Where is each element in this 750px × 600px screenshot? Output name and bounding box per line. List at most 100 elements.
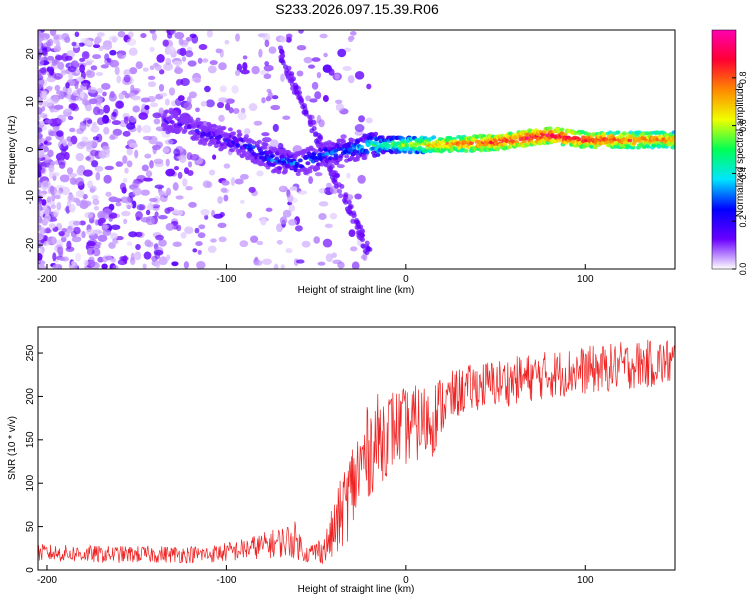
heatmap-cell bbox=[140, 217, 151, 223]
heatmap-cell bbox=[292, 82, 298, 88]
heatmap-cell bbox=[615, 130, 621, 135]
colorbar-axis: 0.0 0.2 0.4 0.6 0.8 bbox=[711, 29, 748, 275]
heatmap-cell bbox=[185, 50, 194, 58]
heatmap-cell bbox=[102, 254, 113, 262]
heatmap-cell bbox=[231, 85, 239, 94]
heatmap-cell bbox=[51, 58, 58, 66]
heatmap-cell bbox=[82, 169, 93, 177]
heatmap-cell bbox=[180, 77, 190, 87]
heatmap-cell bbox=[112, 264, 119, 269]
heatmap-cell bbox=[315, 166, 321, 171]
y-tick-label: 0 bbox=[25, 146, 36, 152]
colorbar-gradient bbox=[712, 30, 736, 269]
heatmap-cell bbox=[110, 224, 121, 230]
heatmap-cell bbox=[114, 66, 120, 75]
snr-plot-area bbox=[38, 327, 675, 570]
heatmap-cell bbox=[331, 252, 338, 258]
heatmap-cell bbox=[90, 185, 97, 192]
y-tick-label: -20 bbox=[25, 237, 36, 252]
heatmap-cell bbox=[260, 217, 267, 226]
y-tick-label: 10 bbox=[25, 96, 36, 108]
heatmap-cell bbox=[51, 236, 57, 245]
heatmap-cell bbox=[75, 153, 84, 162]
heatmap-cell bbox=[126, 147, 133, 156]
heatmap-cell bbox=[43, 159, 52, 164]
heatmap-cell bbox=[332, 259, 342, 265]
heatmap-cell bbox=[198, 121, 204, 126]
heatmap-cell bbox=[264, 61, 270, 67]
heatmap-cell bbox=[92, 136, 100, 141]
heatmap-cell bbox=[294, 161, 300, 166]
heatmap-cell bbox=[325, 253, 333, 262]
heatmap-cell bbox=[358, 115, 365, 123]
heatmap-cell bbox=[350, 246, 358, 252]
heatmap-cell bbox=[85, 156, 91, 161]
heatmap-cell bbox=[52, 95, 59, 104]
heatmap-cell bbox=[41, 105, 46, 112]
heatmap-cell bbox=[213, 144, 219, 149]
heatmap-cell bbox=[126, 122, 136, 130]
heatmap-cell bbox=[314, 91, 322, 100]
colorbar-tick-label: 0.2 bbox=[738, 215, 748, 228]
heatmap-cell bbox=[354, 219, 359, 225]
heatmap-cell bbox=[197, 57, 203, 64]
heatmap-cell bbox=[134, 251, 142, 261]
heatmap-cell bbox=[129, 116, 137, 123]
heatmap-cell bbox=[116, 50, 127, 60]
heatmap-cell bbox=[151, 144, 161, 151]
heatmap-cell bbox=[166, 187, 172, 196]
heatmap-cell bbox=[60, 70, 67, 76]
heatmap-cell bbox=[237, 132, 243, 137]
heatmap-cell bbox=[284, 68, 290, 74]
heatmap-cell bbox=[75, 68, 81, 74]
heatmap-cell bbox=[173, 210, 179, 215]
heatmap-cell bbox=[562, 132, 568, 137]
heatmap-cell bbox=[81, 230, 86, 239]
heatmap-cell bbox=[601, 134, 607, 138]
heatmap-cell bbox=[101, 263, 108, 269]
snr-x-axis: -200 -100 0 100 bbox=[37, 565, 594, 586]
heatmap-cell bbox=[75, 199, 82, 206]
heatmap-cell bbox=[62, 138, 68, 147]
heatmap-cell bbox=[132, 187, 142, 196]
heatmap-cell bbox=[263, 64, 274, 72]
heatmap-cell bbox=[128, 231, 138, 238]
heatmap-cell bbox=[155, 234, 164, 241]
x-tick-label: -200 bbox=[37, 575, 57, 586]
heatmap-cell bbox=[305, 161, 311, 166]
heatmap-cell bbox=[345, 208, 351, 214]
heatmap-cell bbox=[51, 192, 56, 202]
heatmap-cell bbox=[187, 60, 197, 67]
heatmap-cell bbox=[329, 174, 335, 180]
heatmap-cell bbox=[166, 206, 175, 212]
heatmap-cell bbox=[178, 126, 184, 131]
heatmap-cell bbox=[122, 155, 128, 164]
heatmap-cell bbox=[268, 46, 277, 54]
heatmap-cell bbox=[96, 117, 106, 126]
heatmap-cell bbox=[45, 98, 53, 107]
heatmap-cell bbox=[379, 135, 385, 140]
heatmap-cell bbox=[627, 138, 633, 143]
heatmap-cell bbox=[87, 247, 93, 255]
heatmap-cell bbox=[75, 190, 85, 198]
heatmap-cell bbox=[179, 47, 187, 57]
heatmap-cell bbox=[176, 209, 184, 216]
heatmap-cell bbox=[219, 85, 227, 93]
heatmap-cell bbox=[150, 102, 159, 108]
heatmap-cell bbox=[215, 48, 222, 54]
heatmap-cell bbox=[174, 166, 179, 171]
heatmap-cell bbox=[38, 70, 42, 78]
heatmap-cell bbox=[347, 75, 355, 84]
heatmap-cell bbox=[507, 131, 513, 136]
heatmap-cell bbox=[672, 141, 675, 146]
heatmap-cell bbox=[231, 131, 237, 136]
heatmap-cell bbox=[56, 202, 62, 211]
heatmap-cell bbox=[280, 264, 285, 269]
heatmap-cell bbox=[176, 155, 187, 160]
heatmap-cell bbox=[166, 46, 176, 55]
heatmap-cell bbox=[144, 153, 152, 159]
heatmap-cell bbox=[311, 81, 319, 90]
heatmap-cell bbox=[157, 214, 168, 220]
heatmap-cell bbox=[253, 120, 263, 126]
